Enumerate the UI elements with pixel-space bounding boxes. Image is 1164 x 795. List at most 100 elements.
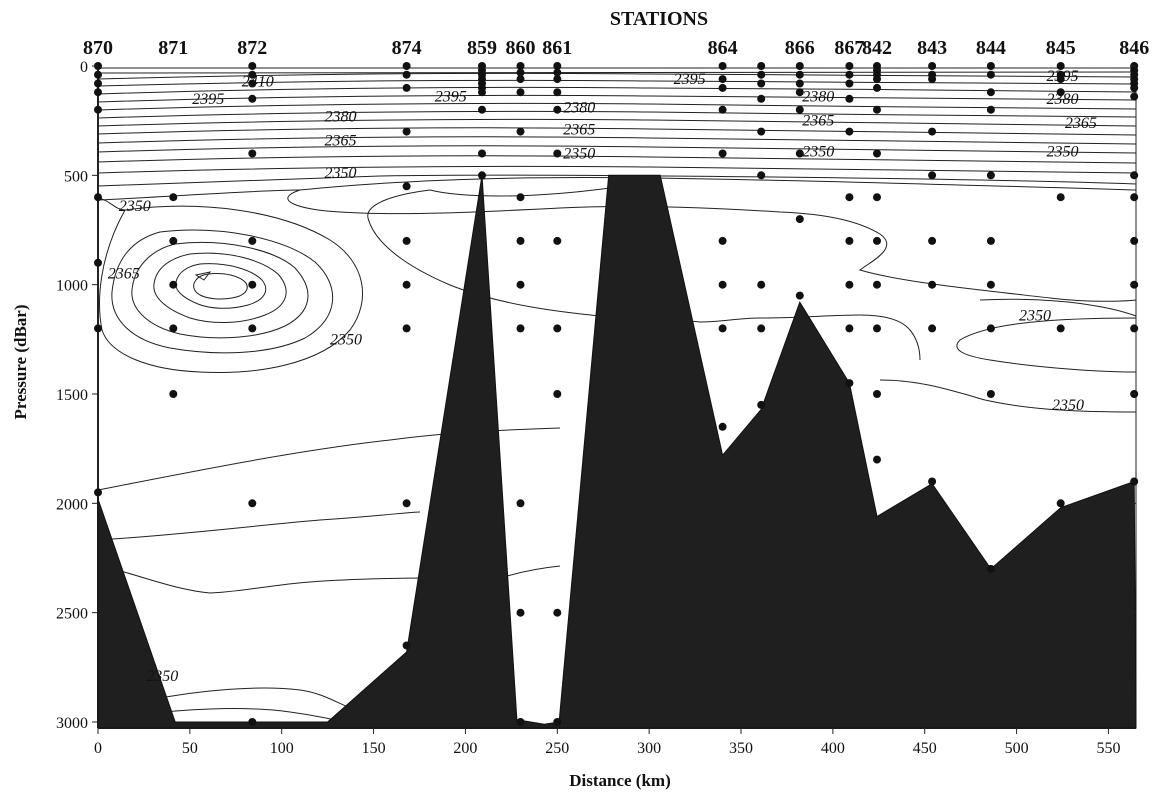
contour-label: 2350 — [1019, 307, 1051, 324]
sample-point — [1130, 324, 1139, 333]
contour-line — [111, 229, 334, 354]
sample-point — [553, 608, 562, 617]
sample-point — [553, 149, 562, 158]
sample-point — [986, 280, 995, 289]
sample-point — [1056, 88, 1065, 97]
sample-point — [873, 193, 881, 202]
x-tick-label: 500 — [1005, 740, 1029, 757]
sample-point — [553, 105, 562, 114]
sample-point — [94, 324, 102, 333]
sample-point — [986, 171, 995, 180]
bathymetry-area — [97, 174, 1137, 729]
sample-point — [1130, 92, 1139, 101]
sample-point — [478, 88, 486, 97]
sample-point — [516, 324, 525, 333]
sample-point — [718, 422, 727, 431]
sample-point — [553, 88, 562, 97]
x-tick-label: 0 — [94, 740, 102, 757]
sample-point — [795, 79, 804, 88]
sample-point — [757, 127, 766, 136]
sample-point — [757, 171, 766, 180]
sample-point — [402, 62, 411, 70]
sample-point — [845, 70, 854, 79]
sample-point — [845, 79, 854, 88]
station-label: 872 — [237, 37, 267, 59]
sample-point — [986, 390, 995, 398]
contour-label: 2365 — [563, 121, 595, 138]
sample-point — [795, 105, 804, 114]
y-axis-ticks: 0 500 1000 1500 2000 2500 3000 — [56, 59, 1136, 732]
sample-point — [928, 236, 937, 245]
contour-line — [956, 317, 1137, 373]
sample-point — [248, 236, 257, 245]
sample-point — [402, 280, 411, 289]
sample-point — [757, 324, 766, 333]
sample-point — [248, 280, 257, 289]
contour-line — [97, 118, 1137, 127]
sample-point — [845, 94, 854, 103]
contour-label: 2395 — [1047, 68, 1079, 85]
sample-point — [169, 324, 178, 333]
sample-point — [248, 62, 257, 70]
seafloor-polygon — [97, 174, 1137, 729]
sample-point — [928, 477, 937, 486]
contour-line — [97, 564, 441, 594]
sample-point — [757, 79, 766, 88]
sample-point — [248, 94, 257, 103]
sample-point — [845, 236, 854, 245]
contour-line — [99, 205, 364, 373]
contour-line — [131, 241, 309, 339]
sample-point — [169, 236, 178, 245]
sample-point — [718, 83, 727, 92]
y-tick-label: 1500 — [56, 387, 88, 404]
sample-point — [94, 258, 102, 267]
sample-point — [94, 70, 102, 79]
contour-line — [97, 136, 1137, 145]
sample-point — [757, 70, 766, 79]
y-tick-label: 3000 — [56, 715, 88, 732]
sample-point — [986, 88, 995, 97]
x-tick-label: 350 — [729, 740, 753, 757]
sample-point — [757, 400, 766, 409]
sample-point — [516, 68, 525, 77]
sample-point — [516, 499, 525, 508]
sample-point — [553, 236, 562, 245]
sample-point — [795, 88, 804, 97]
sample-point — [928, 324, 937, 333]
contour-label: 2365 — [802, 113, 834, 130]
contour-label: 2395 — [192, 91, 224, 108]
sample-point — [928, 171, 937, 180]
sample-point — [94, 193, 102, 202]
station-label: 845 — [1046, 37, 1076, 59]
sample-point — [553, 390, 562, 398]
contour-labels: 2410 2395 2395 2395 2395 2380 2380 2380 2380 2365… — [108, 68, 1097, 685]
station-label: 859 — [467, 37, 497, 59]
sample-point — [402, 182, 411, 191]
sample-point — [1130, 83, 1139, 92]
sample-point — [94, 488, 102, 497]
x-tick-label: 450 — [913, 740, 937, 757]
sample-point — [986, 564, 995, 573]
contour-line — [979, 298, 1137, 317]
sample-point — [873, 280, 881, 289]
sample-point — [248, 324, 257, 333]
contour-line — [879, 379, 1137, 413]
sample-point — [1130, 477, 1139, 486]
contour-label: 2350 — [1052, 397, 1084, 414]
contour-label: 2395 — [435, 89, 467, 106]
contour-line — [97, 127, 1137, 136]
sample-point — [845, 324, 854, 333]
contour-label: 2350 — [802, 143, 834, 160]
sample-point — [1130, 236, 1139, 245]
contour-label: 2350 — [119, 198, 151, 215]
sample-point — [757, 62, 766, 70]
y-tick-label: 2500 — [56, 606, 88, 623]
y-tick-label: 1000 — [56, 278, 88, 295]
sample-point — [718, 75, 727, 84]
sample-point — [402, 127, 411, 136]
station-label: 843 — [917, 37, 947, 59]
sample-point — [553, 324, 562, 333]
contour-line — [194, 271, 212, 281]
contour-label: 2350 — [330, 331, 362, 348]
sample-point — [516, 75, 525, 84]
